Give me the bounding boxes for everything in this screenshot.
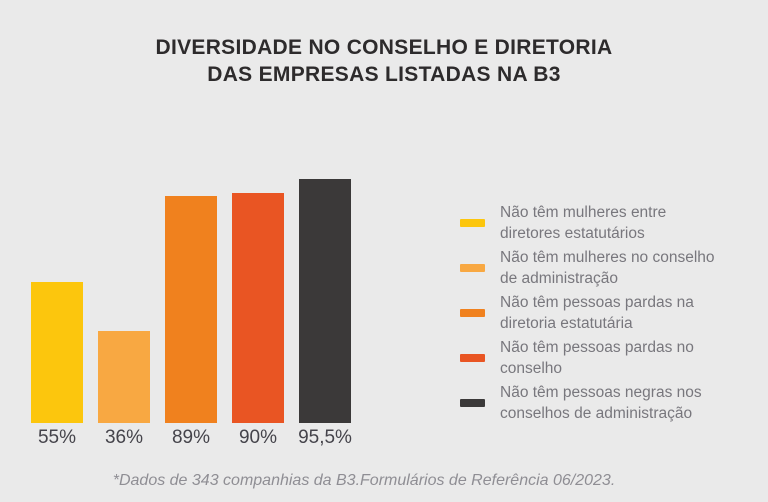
legend: Não têm mulheres entre diretores estatut…: [460, 202, 715, 424]
chart-title-line1: DIVERSIDADE NO CONSELHO E DIRETORIA: [155, 36, 613, 59]
bar-group-pardas-diretoria: 89%: [165, 179, 217, 448]
bar-chart: 55% 36% 89% 90% 95,5%: [31, 179, 352, 448]
legend-label: Não têm pessoas pardas no conselho: [500, 339, 694, 377]
bar-group-mulheres-conselho: 36%: [98, 179, 150, 448]
bar: [299, 179, 351, 423]
bar: [98, 331, 150, 423]
bar: [232, 193, 284, 423]
bar-group-mulheres-diretoria: 55%: [31, 179, 83, 448]
bar-value-label: 89%: [171, 427, 211, 448]
chart-title: DIVERSIDADE NO CONSELHO E DIRETORIA DAS …: [0, 34, 768, 88]
legend-swatch-yellow: [460, 219, 485, 227]
bar-value-label: 55%: [37, 427, 77, 448]
bar-value-label: 95,5%: [298, 427, 352, 448]
legend-label: Não têm pessoas negras nos conselhos de …: [500, 384, 702, 422]
legend-label: Não têm pessoas pardas na diretoria esta…: [500, 294, 694, 332]
bar-group-pardas-conselho: 90%: [232, 179, 284, 448]
legend-item: Não têm pessoas negras nos conselhos de …: [460, 382, 715, 424]
bar-group-negras-conselho: 95,5%: [298, 179, 352, 448]
bar-value-label: 36%: [104, 427, 144, 448]
legend-swatch-dark-gray: [460, 399, 485, 407]
legend-item: Não têm pessoas pardas no conselho: [460, 337, 715, 379]
bar: [165, 196, 217, 423]
legend-swatch-light-orange: [460, 264, 485, 272]
legend-swatch-orange: [460, 309, 485, 317]
legend-label: Não têm mulheres entre diretores estatut…: [500, 204, 667, 242]
bar-value-label: 90%: [238, 427, 278, 448]
legend-item: Não têm pessoas pardas na diretoria esta…: [460, 292, 715, 334]
legend-label: Não têm mulheres no conselho de administ…: [500, 249, 715, 287]
source-footnote: *Dados de 343 companhias da B3.Formulári…: [112, 472, 616, 489]
legend-swatch-red-orange: [460, 354, 485, 362]
bar: [31, 282, 83, 423]
chart-title-line2: DAS EMPRESAS LISTADAS NA B3: [207, 63, 561, 86]
legend-item: Não têm mulheres entre diretores estatut…: [460, 202, 715, 244]
legend-item: Não têm mulheres no conselho de administ…: [460, 247, 715, 289]
